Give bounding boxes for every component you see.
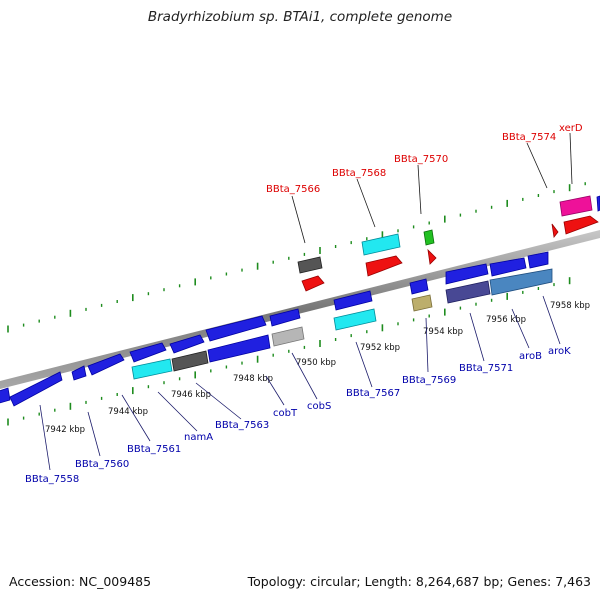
kbp-label: 7942 kbp [45,425,85,435]
gene-box[interactable] [297,256,323,274]
kbp-label: 7944 kbp [108,407,148,417]
gene-label[interactable]: BBta_7563 [215,420,269,431]
lower-gene-labels: BBta_7558 BBta_7560 BBta_7561 namA BBta_… [25,346,571,485]
gene-arrow[interactable] [489,257,527,277]
gene-box[interactable] [171,350,209,372]
gene-label[interactable]: BBta_7566 [266,184,320,195]
gene-arrow[interactable] [205,315,267,342]
gene-label[interactable]: BBta_7571 [459,363,513,374]
kbp-label: 7950 kbp [296,358,336,368]
kbp-label: 7952 kbp [360,343,400,353]
gene-box[interactable] [411,294,433,312]
secondary-genes [131,268,553,380]
topology-text: Topology: circular; Length: 8,264,687 bp… [247,574,591,589]
gene-label[interactable]: cobS [307,401,331,412]
lower-leader-lines [39,295,561,471]
gene-box[interactable] [596,195,600,212]
gene-arrow[interactable] [207,334,271,363]
kbp-scale: 7942 kbp 7944 kbp 7946 kbp 7948 kbp 7950… [45,301,590,435]
gene-arrow[interactable] [169,334,205,354]
kbp-label: 7946 kbp [171,390,211,400]
tick-marks [7,182,586,426]
gene-label[interactable]: BBta_7568 [332,168,386,179]
gene-arrow[interactable] [551,223,559,238]
kbp-label: 7948 kbp [233,374,273,384]
map-title: Bradyrhizobium sp. BTAi1, complete genom… [147,9,453,25]
gene-arrow[interactable] [0,387,11,404]
gene-box[interactable] [333,308,377,331]
gene-box[interactable] [361,233,401,256]
gene-label[interactable]: BBta_7574 [502,132,556,143]
forward-strand-genes [0,251,549,407]
kbp-label: 7954 kbp [423,327,463,337]
kbp-label: 7956 kbp [486,315,526,325]
gene-box[interactable] [445,280,491,304]
accession-text: Accession: NC_009485 [9,574,152,589]
gene-arrow[interactable] [129,342,167,363]
gene-arrow[interactable] [563,215,599,235]
upper-gene-labels: BBta_7566 BBta_7568 BBta_7570 BBta_7574 … [266,123,583,195]
gene-label[interactable]: BBta_7569 [402,375,456,386]
gene-label[interactable]: aroK [548,346,571,357]
gene-arrow[interactable] [527,251,549,269]
gene-label[interactable]: BBta_7561 [127,444,181,455]
gene-arrow[interactable] [269,308,301,327]
gene-box[interactable] [271,326,305,347]
gene-arrow[interactable] [333,290,373,311]
gene-label[interactable]: cobT [273,408,298,419]
gene-label[interactable]: xerD [559,123,583,134]
gene-label[interactable]: BBta_7570 [394,154,448,165]
footer: Accession: NC_009485 Topology: circular;… [0,574,600,592]
gene-arrow[interactable] [365,255,403,277]
gene-arrow[interactable] [87,353,125,376]
reverse-strand-genes [297,195,600,292]
gene-arrow[interactable] [427,248,437,265]
kbp-label: 7958 kbp [550,301,590,311]
gene-arrow[interactable] [9,371,63,407]
gene-label[interactable]: aroB [519,351,542,362]
gene-label[interactable]: BBta_7560 [75,459,129,470]
gene-arrow[interactable] [409,278,429,295]
gene-box[interactable] [489,268,553,296]
gene-arrow[interactable] [301,275,325,292]
gene-arrow[interactable] [71,365,87,381]
gene-arrow[interactable] [445,263,489,285]
gene-box[interactable] [423,229,435,246]
gene-box[interactable] [559,195,593,217]
gene-label[interactable]: namA [184,432,213,443]
gene-box[interactable] [131,358,173,380]
upper-leader-lines [291,132,573,244]
gene-label[interactable]: BBta_7567 [346,388,400,399]
gene-label[interactable]: BBta_7558 [25,474,79,485]
